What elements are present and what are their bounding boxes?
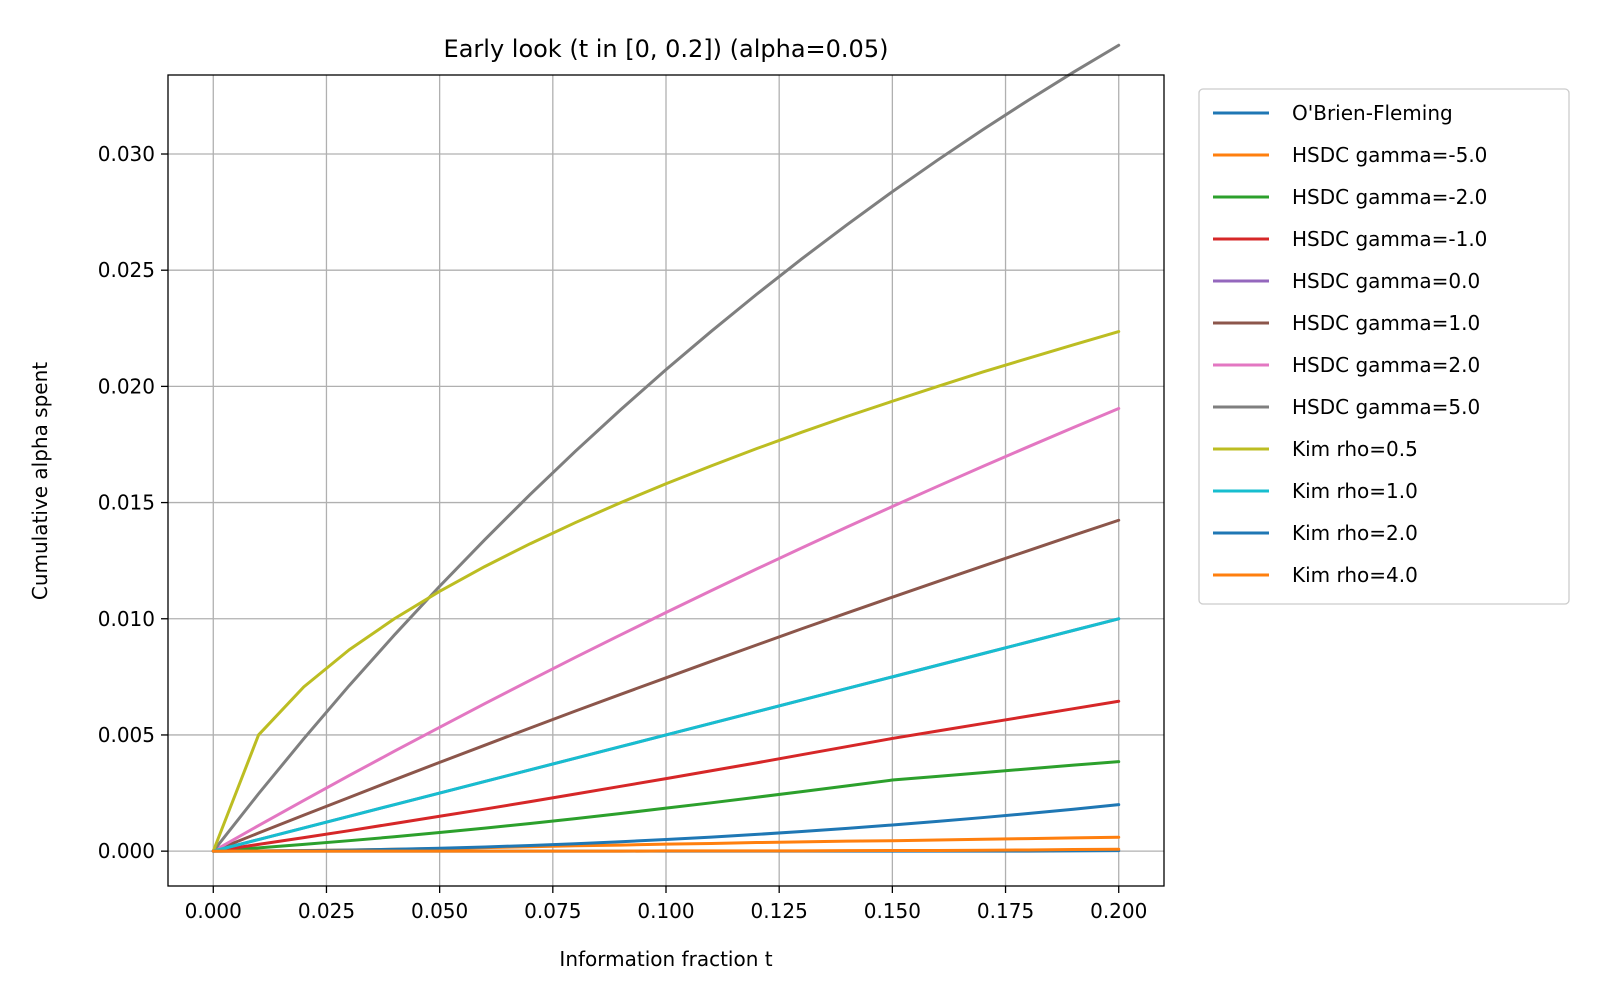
x-tick-label: 0.000 xyxy=(185,899,242,923)
legend-entry-label: HSDC gamma=2.0 xyxy=(1292,353,1480,377)
x-tick-label: 0.175 xyxy=(977,899,1034,923)
series-line xyxy=(211,406,1121,853)
y-axis-label: Cumulative alpha spent xyxy=(28,362,52,600)
series-line xyxy=(211,518,1121,853)
x-tick-label: 0.075 xyxy=(524,899,581,923)
legend-entry-label: Kim rho=4.0 xyxy=(1292,563,1418,587)
legend-entry-label: Kim rho=0.5 xyxy=(1292,437,1418,461)
legend-entry-label: Kim rho=1.0 xyxy=(1292,479,1418,503)
x-axis-label: Information fraction t xyxy=(559,947,772,971)
x-tick-label: 0.025 xyxy=(298,899,355,923)
x-tick-label: 0.125 xyxy=(751,899,808,923)
x-tick-label: 0.050 xyxy=(411,899,468,923)
y-tick-label: 0.020 xyxy=(98,374,155,398)
series-line xyxy=(211,760,1121,853)
x-tick-label: 0.200 xyxy=(1090,899,1147,923)
y-tick-label: 0.015 xyxy=(98,491,155,515)
series-line xyxy=(211,847,1121,853)
series-line xyxy=(211,330,1121,853)
legend-entry-label: O'Brien-Fleming xyxy=(1292,101,1453,125)
x-tick-label: 0.100 xyxy=(637,899,694,923)
y-tick-label: 0.010 xyxy=(98,607,155,631)
chart-title: Early look (t in [0, 0.2]) (alpha=0.05) xyxy=(444,35,889,63)
legend: O'Brien-Fleming HSDC gamma=-5.0 HSDC gamma… xyxy=(1198,88,1570,605)
series-line xyxy=(211,43,1121,853)
series-lines xyxy=(211,43,1121,853)
y-tick-label: 0.025 xyxy=(98,258,155,282)
series-line xyxy=(211,617,1121,853)
legend-entry-label: HSDC gamma=-1.0 xyxy=(1292,227,1487,251)
y-axis-ticks: 0.000 0.005 0.010 0.015 0.020 0.025 0.030 xyxy=(98,142,168,863)
series-line xyxy=(211,699,1121,853)
legend-entry-label: HSDC gamma=-5.0 xyxy=(1292,143,1487,167)
legend-entry-label: HSDC gamma=-2.0 xyxy=(1292,185,1487,209)
x-axis-ticks: 0.000 0.025 0.050 0.075 0.100 0.125 0.150 0.175… xyxy=(185,886,1147,923)
legend-entry-label: Kim rho=2.0 xyxy=(1292,521,1418,545)
legend-entry-label: HSDC gamma=0.0 xyxy=(1292,269,1480,293)
x-tick-label: 0.150 xyxy=(864,899,921,923)
legend-frame xyxy=(1198,88,1570,605)
legend-entry-label: HSDC gamma=5.0 xyxy=(1292,395,1480,419)
y-tick-label: 0.000 xyxy=(98,839,155,863)
legend-entry-label: HSDC gamma=1.0 xyxy=(1292,311,1480,335)
y-tick-label: 0.030 xyxy=(98,142,155,166)
y-tick-label: 0.005 xyxy=(98,723,155,747)
